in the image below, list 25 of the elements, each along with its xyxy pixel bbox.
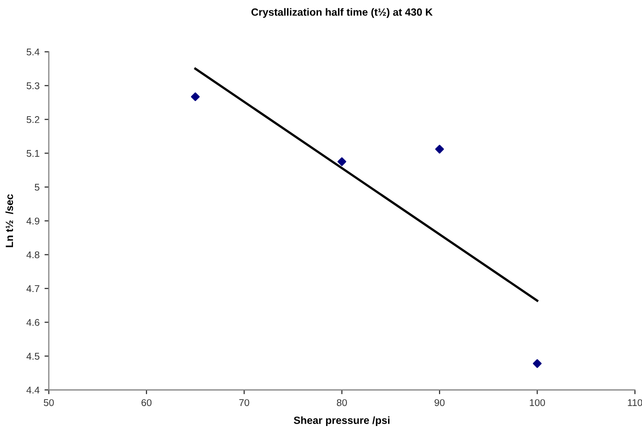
y-tick-label: 5.4 xyxy=(26,48,40,56)
y-tick-label: 4.6 xyxy=(26,319,40,326)
y-tick-label: 4.9 xyxy=(26,218,40,224)
x-tick-label: 80 xyxy=(336,399,347,406)
x-tick-label: 100 xyxy=(530,399,545,406)
y-tick-label: 4.4 xyxy=(26,386,40,394)
y-tick-label: 4.8 xyxy=(26,251,40,258)
chart-title: Crystallization half time (t½) at 430 K xyxy=(251,8,433,18)
y-tick-label: 4.5 xyxy=(26,352,40,360)
x-tick-label: 60 xyxy=(142,399,152,406)
y-tick-label: 5 xyxy=(34,184,40,191)
point xyxy=(190,92,200,102)
point xyxy=(532,359,542,368)
x-tick-label: 90 xyxy=(434,399,445,406)
x-axis-title: Shear pressure /psi xyxy=(294,416,390,426)
point xyxy=(337,157,346,166)
x-tick-label: 70 xyxy=(239,399,250,406)
y-tick-label: 5.3 xyxy=(26,82,40,90)
y-tick-label: 5.1 xyxy=(26,150,40,157)
x-tick-label: 50 xyxy=(44,399,54,406)
y-tick-label: 4.7 xyxy=(26,285,40,292)
point xyxy=(435,144,444,154)
y-axis-title: Ln t½ /sec xyxy=(5,194,14,248)
y-tick-label: 5.2 xyxy=(26,116,40,124)
x-tick-label: 110 xyxy=(628,399,642,406)
